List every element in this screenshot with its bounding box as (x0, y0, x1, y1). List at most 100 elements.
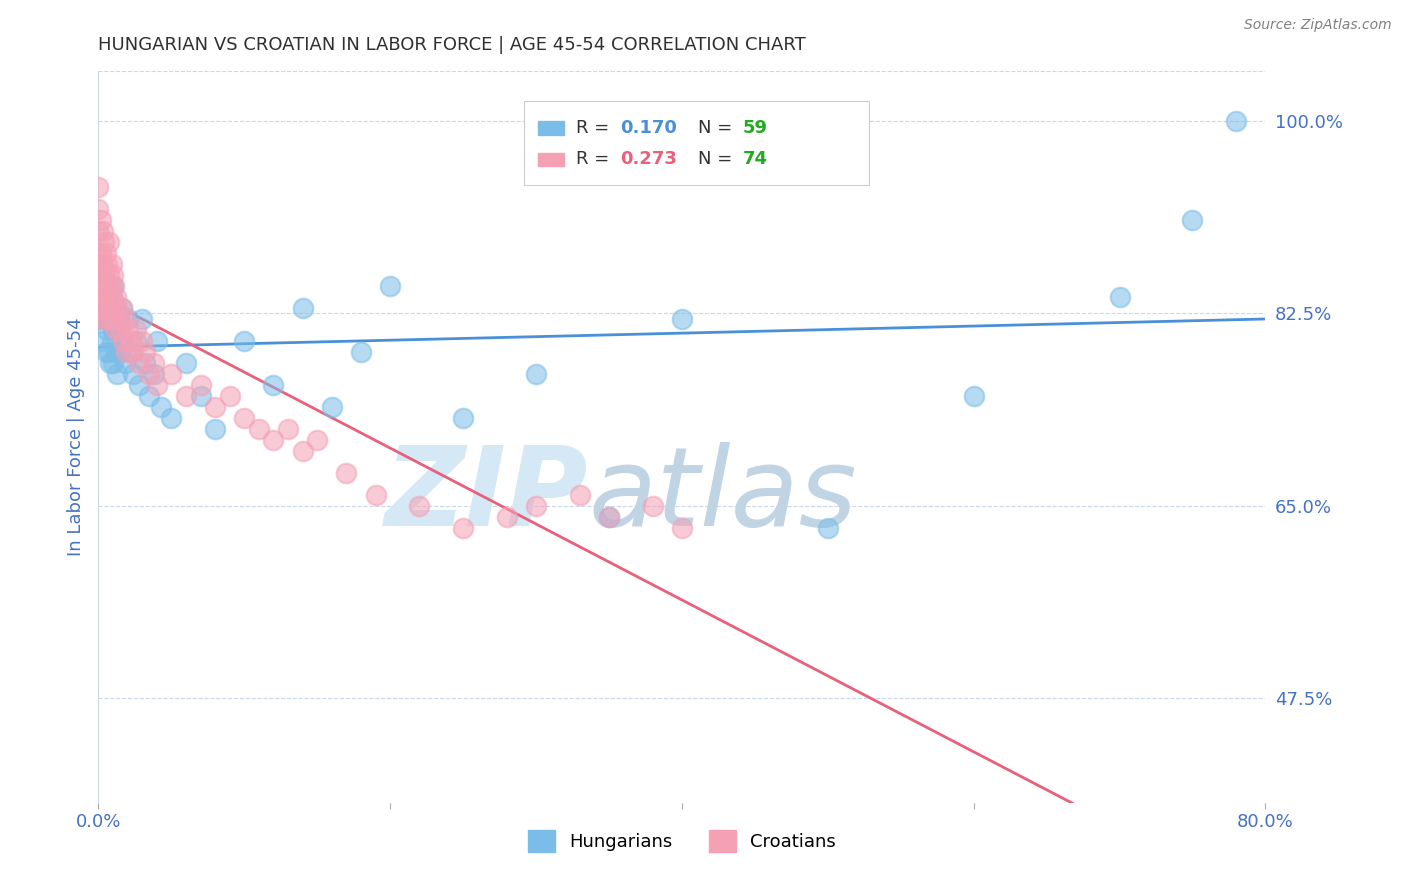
Point (146, 334, 169, 348)
Point (87, 290, 110, 304)
Text: 59: 59 (742, 119, 768, 136)
Point (641, 499, 664, 513)
Point (204, 400, 226, 414)
Point (90, 278, 112, 293)
Point (568, 488, 591, 502)
Point (94, 278, 117, 293)
Point (93, 235, 115, 249)
Point (598, 509, 620, 524)
Text: N =: N = (699, 119, 738, 136)
Point (110, 344, 132, 359)
Point (87, 290, 110, 304)
Point (120, 334, 142, 348)
Point (307, 433, 329, 447)
Point (335, 466, 357, 480)
Point (142, 367, 165, 381)
Point (101, 278, 124, 293)
Point (98, 311, 121, 326)
Point (98, 278, 121, 293)
Point (87, 311, 110, 326)
Point (380, 278, 402, 293)
Point (87, 257, 110, 271)
Point (89, 301, 111, 315)
Point (350, 344, 373, 359)
Point (96, 290, 118, 304)
Point (114, 311, 136, 326)
Point (233, 334, 256, 348)
Point (128, 356, 150, 370)
Point (134, 356, 156, 370)
Point (101, 323, 124, 337)
Point (90, 245, 112, 260)
Point (451, 521, 474, 535)
Point (122, 344, 145, 359)
Point (112, 334, 135, 348)
FancyBboxPatch shape (524, 101, 869, 185)
Point (101, 356, 124, 370)
Point (131, 334, 153, 348)
Point (496, 509, 519, 524)
Point (174, 356, 197, 370)
Text: atlas: atlas (589, 442, 858, 549)
Point (96, 323, 118, 337)
Point (190, 377, 212, 392)
Point (104, 323, 127, 337)
Bar (538, 153, 564, 167)
Point (97, 235, 120, 249)
Point (122, 367, 145, 381)
Point (451, 410, 474, 425)
Point (160, 410, 183, 425)
Point (100, 257, 122, 271)
Point (291, 301, 314, 315)
Point (138, 389, 160, 403)
Point (103, 278, 125, 293)
Point (117, 323, 139, 337)
Point (87, 224, 110, 238)
Point (98, 356, 121, 370)
Point (1108, 290, 1130, 304)
Bar (538, 121, 564, 135)
Point (204, 422, 226, 436)
Point (110, 323, 132, 337)
Point (87, 179, 110, 194)
Point (93, 268, 115, 282)
Point (125, 323, 148, 337)
Point (817, 521, 839, 535)
Point (120, 344, 142, 359)
Text: R =: R = (575, 150, 614, 168)
Point (87, 202, 110, 216)
Point (87, 245, 110, 260)
Point (104, 344, 127, 359)
Point (671, 521, 693, 535)
Point (100, 290, 122, 304)
Point (96, 257, 118, 271)
Text: R =: R = (575, 119, 614, 136)
Point (190, 389, 212, 403)
Point (98, 311, 121, 326)
Text: N =: N = (699, 150, 738, 168)
Point (87, 268, 110, 282)
Point (112, 334, 135, 348)
Y-axis label: In Labor Force | Age 45-54: In Labor Force | Age 45-54 (66, 318, 84, 557)
Point (262, 433, 284, 447)
Point (103, 311, 125, 326)
Point (138, 367, 160, 381)
Text: 74: 74 (742, 150, 768, 168)
Point (97, 344, 120, 359)
Text: ZIP: ZIP (385, 442, 589, 549)
Point (91, 334, 114, 348)
Point (105, 301, 128, 315)
Point (247, 422, 270, 436)
Text: 0.170: 0.170 (620, 119, 676, 136)
Point (291, 443, 314, 458)
Text: HUNGARIAN VS CROATIAN IN LABOR FORCE | AGE 45-54 CORRELATION CHART: HUNGARIAN VS CROATIAN IN LABOR FORCE | A… (98, 36, 806, 54)
Point (89, 257, 111, 271)
Point (101, 268, 124, 282)
Point (142, 356, 165, 370)
Point (111, 301, 134, 315)
Point (108, 311, 131, 326)
Point (321, 400, 343, 414)
Point (218, 389, 240, 403)
Point (160, 367, 183, 381)
Text: 0.273: 0.273 (620, 150, 676, 168)
